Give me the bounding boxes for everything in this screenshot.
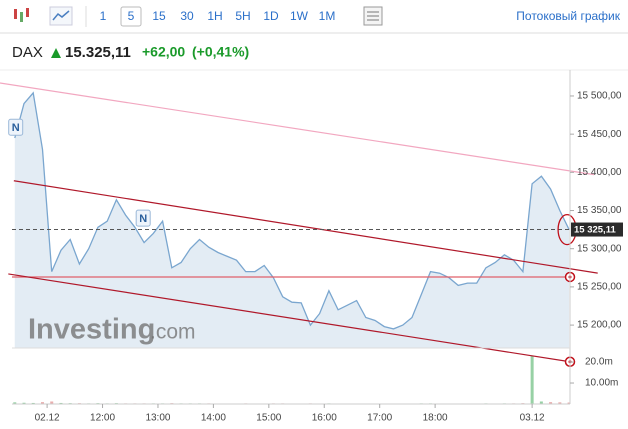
volume-bar	[558, 402, 562, 404]
news-label: N	[12, 122, 20, 134]
quote-header: DAX 15.325,11 +62,00 (+0,41%)	[12, 44, 249, 61]
interval-button[interactable]: 1D	[263, 9, 279, 23]
x-tick-label: 12:00	[90, 413, 115, 424]
watermark-main: Investing	[28, 314, 155, 346]
volume-tick-label: 10.00m	[585, 378, 618, 389]
last-price-tag	[571, 222, 623, 237]
volume-bar	[530, 355, 534, 404]
volume-bar	[549, 402, 553, 404]
news-marker	[8, 118, 24, 136]
interval-selected	[120, 6, 142, 27]
y-tick-label: 15 300,00	[577, 243, 622, 254]
y-tick-label: 15 350,00	[577, 205, 622, 216]
icon-part	[26, 8, 29, 17]
x-tick-label: 16:00	[312, 413, 337, 424]
news-label: N	[139, 213, 147, 225]
price: 15.325,11	[65, 44, 131, 61]
x-tick-label: 17:00	[367, 413, 392, 424]
x-tick-label: 13:00	[145, 413, 170, 424]
y-tick-label: 15 250,00	[577, 282, 622, 293]
y-tick-label: 15 500,00	[577, 91, 622, 102]
x-tick-label: 03.12	[520, 413, 545, 424]
change-percent: (+0,41%)	[192, 44, 249, 60]
trend-line	[13, 180, 598, 274]
x-tick-label: 15:00	[256, 413, 281, 424]
icon-part	[14, 9, 17, 19]
interval-button[interactable]: 5	[128, 9, 135, 23]
x-tick-label: 18:00	[423, 413, 448, 424]
y-tick-label: 15 450,00	[577, 129, 622, 140]
icon-part	[52, 10, 70, 21]
y-tick-label: 15 200,00	[577, 320, 622, 331]
watermark-suffix: .com	[150, 321, 196, 344]
interval-button[interactable]: 1W	[290, 9, 309, 23]
toolbar: Потоковый график	[0, 6, 628, 34]
volume-bar	[539, 401, 543, 404]
change: +62,00	[142, 44, 185, 60]
interval-button[interactable]: 15	[152, 9, 166, 23]
price-line	[14, 91, 570, 330]
volume-bar	[40, 402, 44, 404]
trend-line	[8, 273, 571, 363]
x-tick-label: 14:00	[201, 413, 226, 424]
stream-link[interactable]: Потоковый график	[516, 9, 620, 23]
interval-button[interactable]: 30	[180, 9, 194, 23]
x-tick-label: 02.12	[35, 413, 60, 424]
symbol: DAX	[12, 44, 43, 61]
price-area	[14, 92, 570, 349]
interval-button[interactable]: 5H	[235, 9, 250, 23]
interval-button[interactable]: 1M	[319, 9, 336, 23]
interval-button[interactable]: 1H	[207, 9, 222, 23]
news-marker	[135, 209, 151, 227]
y-tick-label: 15 400,00	[577, 167, 622, 178]
volume-tick-label: 20.0m	[585, 357, 613, 368]
volume-bar	[59, 402, 63, 404]
volume-bar	[31, 402, 35, 404]
volume-bar	[50, 401, 54, 404]
icon-part	[20, 12, 23, 22]
trend-line	[0, 82, 595, 176]
last-price-label: 15 325,11	[574, 225, 616, 236]
volume-bar	[567, 402, 570, 404]
volume-bar	[22, 402, 26, 404]
up-arrow	[51, 48, 61, 58]
volume-bar	[13, 402, 17, 404]
interval-button[interactable]: 1	[100, 9, 107, 23]
candle-icon[interactable]	[14, 8, 29, 22]
